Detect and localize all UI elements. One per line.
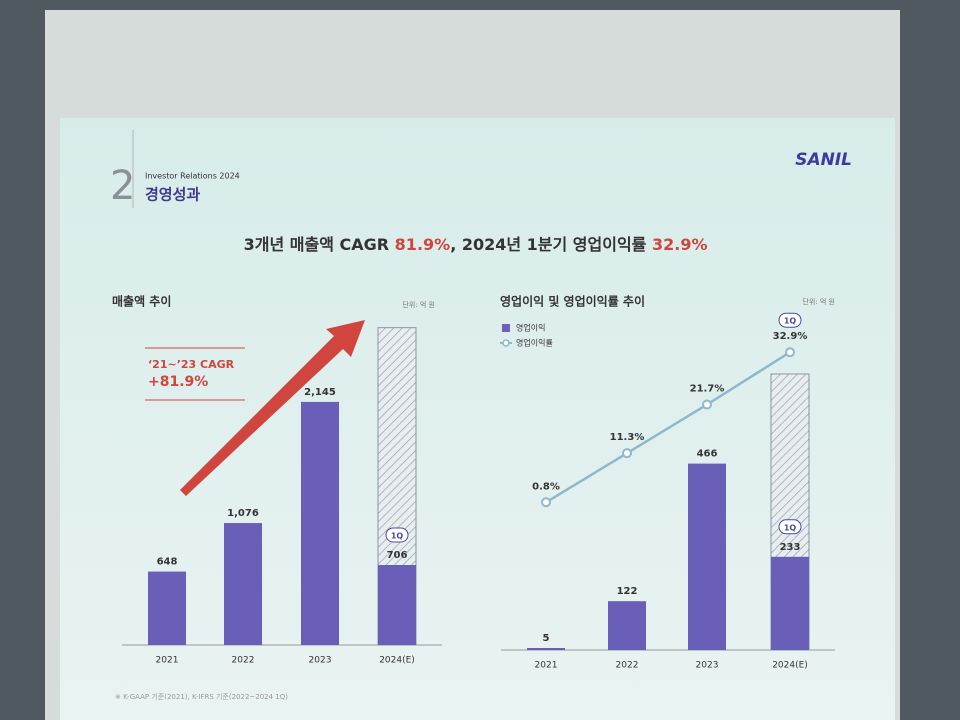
legend-swatch bbox=[502, 324, 510, 332]
value-label: 32.9% bbox=[773, 331, 808, 342]
chart-title: 매출액 추이 bbox=[112, 294, 171, 309]
x-tick-label: 2024(E) bbox=[772, 661, 808, 671]
x-tick-label: 2024(E) bbox=[379, 656, 415, 666]
value-label: 5 bbox=[543, 633, 550, 644]
subtitle: Investor Relations 2024 bbox=[145, 172, 240, 181]
badge-box bbox=[385, 527, 409, 543]
footnote: ※ K-GAAP 기준(2021), K-IFRS 기준(2022~2024 1… bbox=[115, 692, 288, 701]
section-title: 경영성과 bbox=[145, 186, 200, 204]
line-point bbox=[622, 448, 632, 459]
value-label: 706 bbox=[387, 550, 408, 561]
bar bbox=[771, 556, 809, 650]
line-point bbox=[541, 497, 551, 508]
badge-box bbox=[778, 312, 802, 328]
legend-marker bbox=[502, 339, 510, 347]
value-label: 0.8% bbox=[532, 481, 560, 492]
badge-box bbox=[778, 519, 802, 535]
unit-label: 단위: 억 원 bbox=[802, 297, 835, 306]
x-tick-label: 2023 bbox=[309, 656, 332, 666]
bar bbox=[378, 564, 416, 645]
section-number: 2 bbox=[110, 163, 135, 209]
headline: 3개년 매출액 CAGR 81.9%, 2024년 1분기 영업이익률 32.9… bbox=[216, 235, 724, 254]
line-point bbox=[702, 399, 712, 410]
slide bbox=[60, 118, 895, 720]
value-label: 122 bbox=[617, 586, 638, 597]
legend-label: 영업이익 bbox=[516, 323, 545, 333]
x-tick-label: 2022 bbox=[616, 661, 639, 671]
line-point bbox=[785, 347, 795, 358]
bar bbox=[301, 401, 339, 645]
line bbox=[545, 351, 791, 504]
x-tick-label: 2021 bbox=[535, 661, 558, 671]
x-tick-label: 2023 bbox=[696, 661, 719, 671]
headline-highlight: 81.9% bbox=[395, 235, 451, 254]
bar bbox=[688, 463, 726, 650]
value-label: 11.3% bbox=[610, 432, 645, 443]
bar bbox=[224, 523, 262, 645]
value-label: 21.7% bbox=[690, 384, 725, 395]
annotation-value: +81.9% bbox=[148, 374, 208, 390]
headline-text: , 2024년 1분기 영업이익률 bbox=[450, 235, 652, 254]
growth-arrow bbox=[180, 320, 365, 496]
logo: SANIL bbox=[795, 150, 852, 170]
headline-highlight: 32.9% bbox=[652, 235, 708, 254]
value-label: 466 bbox=[697, 449, 718, 460]
badge: 1Q bbox=[391, 531, 404, 540]
unit-label: 단위: 억 원 bbox=[402, 300, 435, 309]
bar bbox=[148, 571, 186, 645]
badge: 1Q bbox=[784, 317, 797, 326]
bar bbox=[608, 601, 646, 650]
charts: 매출액 추이 단위: 억 원 2021 2022 2023 2024(E) 648 1,076… bbox=[112, 294, 835, 671]
x-tick-label: 2021 bbox=[156, 656, 179, 666]
x-tick-label: 2022 bbox=[232, 656, 255, 666]
value-label: 233 bbox=[780, 542, 801, 553]
value-label: 648 bbox=[157, 557, 178, 568]
legend-label: 영업이익률 bbox=[516, 338, 553, 348]
headline-text: 3개년 매출액 CAGR bbox=[244, 235, 395, 254]
annotation-label: ‘21~’23 CAGR bbox=[148, 358, 235, 371]
value-label: 2,145 bbox=[304, 387, 336, 398]
badge: 1Q bbox=[784, 523, 797, 532]
value-label: 1,076 bbox=[227, 508, 259, 519]
bar bbox=[527, 648, 565, 650]
chart-title: 영업이익 및 영업이익률 추이 bbox=[500, 294, 645, 309]
